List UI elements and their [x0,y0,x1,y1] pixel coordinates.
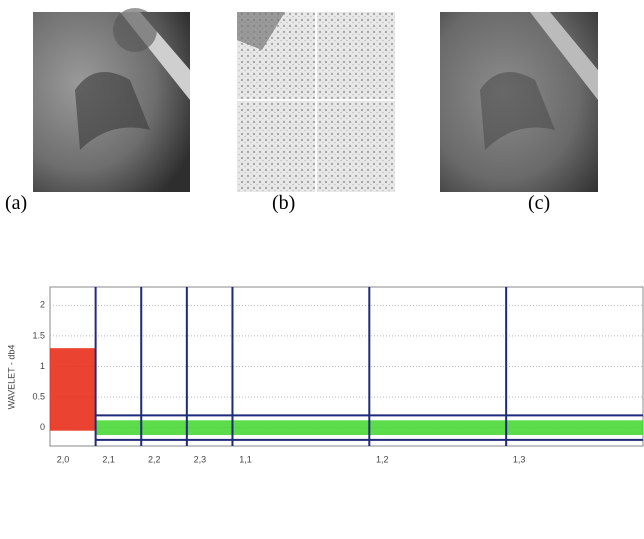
coefficient-band [506,420,643,435]
panel-label: (b) [272,192,296,214]
images [33,8,598,192]
y-tick-label: 0.5 [32,391,45,401]
coefficient-band [369,420,507,435]
x-tick-label: 1,1 [239,454,252,464]
coefficient-band [141,420,187,435]
y-axis-label: WAVELET - db4 [6,345,16,410]
x-tick-label: 2,0 [57,454,70,464]
x-tick-label: 1,2 [376,454,389,464]
y-tick-label: 2 [40,300,45,310]
y-tick-label: 1.5 [32,330,45,340]
x-tick-label: 2,2 [148,454,161,464]
coefficient-band [95,420,142,435]
panel-label: (a) [5,192,28,214]
coefficient-band [232,420,370,435]
x-tick-label: 1,3 [513,454,526,464]
panel-label: (c) [528,192,551,214]
coefficient-band [50,348,96,431]
chart: WAVELET - db4 0 0.5 1 1.5 2 2,0 2,1 2,2 2,3 1,1 1,… [6,286,644,464]
y-tick-label: 0 [40,422,45,432]
y-tick-label: 1 [40,361,45,371]
plot-area [49,286,644,447]
image-b [237,12,395,192]
x-tick-label: 2,1 [102,454,115,464]
x-tick-label: 2,3 [194,454,207,464]
coefficient-band [186,420,233,435]
image-a [33,8,190,192]
image-c [440,12,598,192]
